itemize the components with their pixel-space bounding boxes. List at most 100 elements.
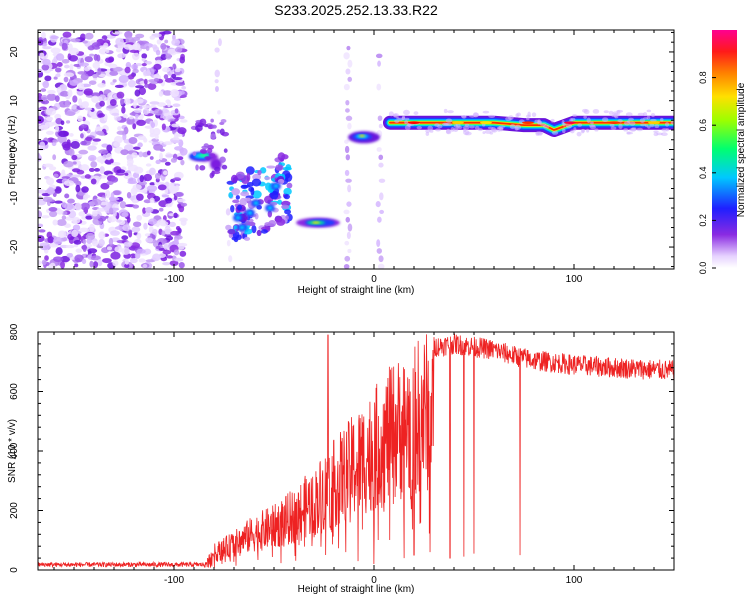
noise-blob [42, 46, 52, 50]
stripe-blob [344, 240, 350, 246]
noise-blob [67, 89, 73, 98]
noise-blob [44, 75, 52, 82]
noise-blob [127, 80, 136, 88]
carrier-haze [608, 110, 614, 115]
chart-title: S233.2025.252.13.33.R22 [274, 2, 438, 18]
noise-blob [172, 76, 183, 81]
cluster-blob [237, 204, 243, 211]
noise-blob [46, 187, 55, 195]
carrier-haze [443, 123, 450, 126]
noise-blob [157, 219, 166, 224]
noise-blob [52, 154, 57, 161]
noise-blob [170, 157, 177, 163]
noise-blob [98, 149, 109, 154]
noise-blob [64, 99, 71, 108]
noise-blob [143, 199, 152, 204]
stripe-blob [347, 122, 352, 130]
carrier-haze [473, 112, 479, 118]
carrier-haze [594, 128, 599, 132]
carrier-haze [482, 110, 490, 114]
noise-blob [116, 130, 126, 135]
noise-blob [118, 75, 129, 84]
stripe-blob [346, 201, 352, 207]
spectrogram-xtick-label: 0 [371, 274, 377, 285]
noise-blob [88, 80, 97, 85]
noise-blob [91, 95, 100, 103]
noise-blob [105, 153, 112, 161]
noise-blob [69, 79, 79, 86]
noise-blob [74, 263, 79, 268]
noise-blob [143, 173, 153, 182]
carrier-haze [653, 130, 659, 133]
carrier-haze [592, 109, 600, 114]
noise-blob [112, 31, 123, 35]
carrier-haze [550, 118, 555, 123]
noise-blob [64, 223, 72, 228]
noise-blob [81, 186, 89, 193]
noise-blob [146, 68, 151, 76]
noise-blob [143, 78, 148, 85]
noise-blob [53, 173, 59, 178]
carrier-haze [610, 126, 617, 130]
noise-blob [141, 63, 147, 67]
cluster-blob [199, 118, 207, 126]
noise-blob [88, 167, 95, 173]
noise-blob [174, 108, 179, 114]
carrier-haze [601, 117, 609, 123]
stripe-blob [378, 255, 384, 263]
noise-blob [38, 115, 45, 124]
noise-blob [154, 134, 159, 140]
noise-blob [136, 248, 146, 254]
noise-blob [120, 149, 129, 156]
noise-blob [91, 42, 102, 50]
noise-blob [127, 180, 138, 185]
noise-blob [109, 207, 114, 215]
noise-blob [141, 57, 146, 62]
noise-blob [39, 52, 45, 59]
carrier-haze [396, 117, 400, 120]
noise-blob [177, 156, 184, 161]
noise-blob [86, 237, 92, 244]
cluster-blob [266, 165, 276, 169]
cluster-blob [251, 224, 257, 234]
snr-panel: -100 0 100 0 200 400 600 800 Height of straight… [7, 323, 675, 595]
noise-blob [117, 126, 122, 131]
noise-blob [171, 123, 180, 128]
cluster-blob [281, 154, 289, 160]
noise-blob [175, 226, 181, 231]
noise-blob [149, 133, 156, 138]
spectrogram-ytick-label: -20 [9, 239, 20, 254]
carrier-haze [392, 113, 398, 117]
noise-blob [160, 54, 167, 61]
stripe-blob [376, 147, 382, 152]
noise-blob [149, 127, 155, 135]
noise-blob [97, 67, 102, 76]
noise-blob [157, 102, 167, 107]
carrier-haze [631, 127, 637, 130]
cluster-core [235, 215, 241, 220]
noise-blob [106, 246, 113, 251]
stripe-blob [375, 201, 381, 208]
noise-blob [163, 74, 169, 80]
noise-blob [180, 159, 185, 166]
noise-blob [150, 81, 159, 85]
noise-blob [63, 72, 75, 78]
noise-blob [41, 259, 47, 266]
noise-blob [127, 74, 135, 80]
noise-blob [38, 210, 43, 219]
noise-blob [61, 169, 66, 176]
near-zero-blob [359, 134, 365, 138]
cluster-blob [227, 229, 236, 235]
carrier-haze [646, 109, 652, 113]
stripe-blob [344, 145, 350, 154]
noise-blob [134, 114, 139, 119]
cluster-blob [231, 188, 241, 196]
carrier-haze [404, 120, 409, 125]
carrier-haze [570, 129, 575, 134]
stripe-blob [377, 263, 385, 269]
noise-blob [173, 249, 180, 256]
snr-axes: -100 0 100 0 200 400 600 800 [9, 323, 675, 586]
noise-blob [132, 123, 137, 130]
noise-blob [155, 245, 161, 250]
